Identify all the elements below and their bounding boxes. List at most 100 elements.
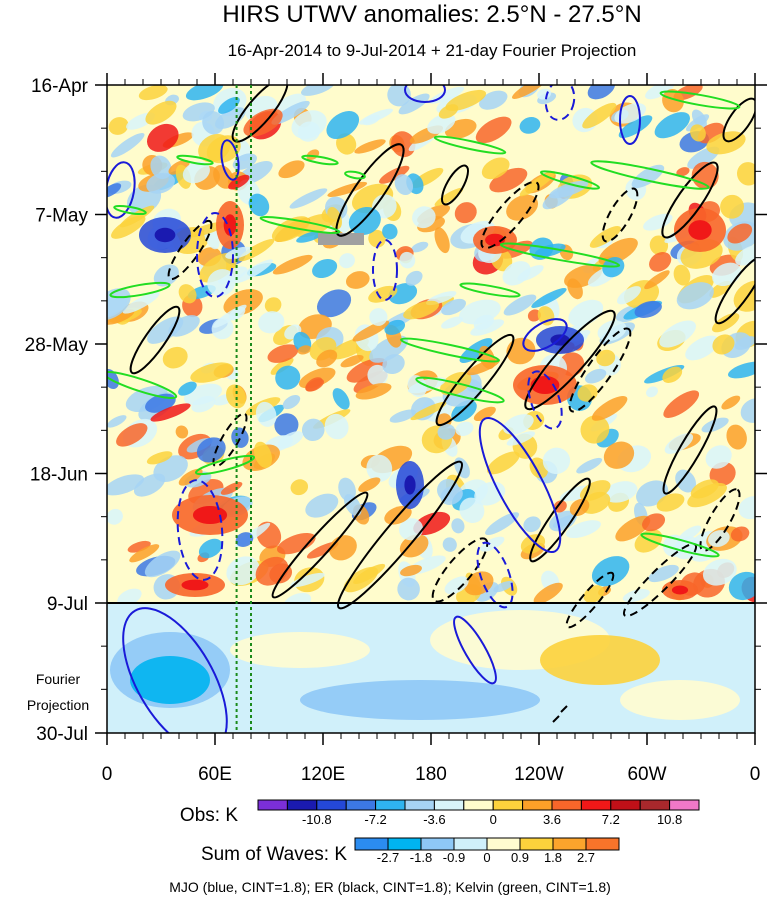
kelvin-contour xyxy=(433,135,507,155)
anomaly-patch xyxy=(324,413,349,440)
kelvin-contour xyxy=(540,170,600,190)
kelvin-contour xyxy=(344,170,366,180)
er-contour xyxy=(714,255,755,325)
anomaly-patch xyxy=(290,479,309,496)
anomaly-patch xyxy=(676,282,714,310)
anomaly-patch xyxy=(384,319,406,335)
anomaly-patch xyxy=(506,194,539,221)
missing-data-patch xyxy=(318,233,364,245)
colorbar-box xyxy=(257,799,288,811)
anomaly-patch xyxy=(531,288,567,308)
anomaly-patch xyxy=(644,270,670,290)
anomaly-patch xyxy=(615,515,651,542)
anomaly-patch xyxy=(480,536,505,552)
projection-label-line-1: Fourier xyxy=(36,671,81,687)
anomaly-patch xyxy=(553,500,567,513)
anomaly-patch xyxy=(199,252,238,283)
plot-area xyxy=(107,85,755,733)
chart-subtitle: 16-Apr-2014 to 9-Jul-2014 + 21-day Fouri… xyxy=(228,41,637,60)
anomaly-patch xyxy=(534,243,566,258)
anomaly-patch xyxy=(275,365,301,390)
anomaly-patch xyxy=(368,229,386,248)
anomaly-patch xyxy=(343,494,362,517)
anomaly-patch xyxy=(738,496,755,520)
anomaly-patch xyxy=(441,316,464,329)
colorbar-box xyxy=(669,799,700,811)
anomaly-patch xyxy=(346,358,388,383)
colorbar-box xyxy=(404,799,435,811)
x-tick-label: 120W xyxy=(514,764,564,785)
anomaly-patch xyxy=(451,518,465,534)
anomaly-patch xyxy=(410,401,447,421)
anomaly-patch xyxy=(278,160,305,179)
anomaly-patch xyxy=(675,469,697,493)
anomaly-patch xyxy=(646,386,658,398)
anomaly-patch xyxy=(110,132,145,158)
anomaly-patch xyxy=(289,188,328,209)
x-tick-label: 120E xyxy=(301,764,345,785)
anomaly-patch xyxy=(238,239,275,262)
anomaly-patch xyxy=(503,294,537,316)
anomaly-patch xyxy=(585,368,607,384)
y-tick-label: 7-May xyxy=(35,206,88,227)
kelvin-contour xyxy=(459,282,521,298)
anomaly-patch xyxy=(441,298,466,316)
kelvin-contour xyxy=(499,242,621,268)
colorbar-tick-label: 0 xyxy=(490,812,497,827)
anomaly-patch xyxy=(182,161,210,184)
x-axis: 0 60E 120E 180 120W 60W 0 xyxy=(102,73,760,785)
anomaly-patch xyxy=(438,104,459,119)
kelvin-contour xyxy=(301,154,339,166)
colorbar-tick-label: 2.7 xyxy=(577,850,595,865)
colorbar-tick-label: -7.2 xyxy=(364,812,386,827)
kelvin-contour xyxy=(415,376,505,404)
anomaly-patch xyxy=(641,513,666,532)
kelvin-contour xyxy=(640,532,720,558)
colorbar-tick-label: -10.8 xyxy=(302,812,332,827)
anomaly-patch xyxy=(267,344,299,363)
anomaly-patch xyxy=(248,193,270,217)
kelvin-contour xyxy=(107,370,178,400)
anomaly-patch xyxy=(565,520,601,539)
anomaly-patch xyxy=(243,108,283,137)
colorbar-tick-label: 3.6 xyxy=(543,812,561,827)
anomaly-patch xyxy=(272,254,313,275)
x-tick-label: 180 xyxy=(415,764,447,785)
anomaly-patch xyxy=(721,395,741,410)
anomaly-patch xyxy=(178,381,197,396)
anomaly-patch xyxy=(634,300,662,318)
anomaly-patch xyxy=(485,512,520,536)
chart-title: HIRS UTWV anomalies: 2.5°N - 27.5°N xyxy=(222,1,641,28)
anomaly-patch xyxy=(437,423,456,440)
projection-patch xyxy=(620,680,740,720)
anomaly-patch xyxy=(305,377,323,392)
y-bottom-label: 30-Jul xyxy=(36,724,88,745)
anomaly-patch xyxy=(107,183,122,198)
x-tick-label: 60W xyxy=(627,764,666,785)
anomaly-patch xyxy=(523,516,541,533)
anomaly-patch xyxy=(290,572,325,588)
anomaly-core xyxy=(223,214,237,236)
anomaly-patch xyxy=(727,361,755,379)
anomaly-patch xyxy=(111,215,146,239)
anomaly-patch xyxy=(190,362,233,383)
anomaly-core xyxy=(688,220,712,240)
colorbar-box xyxy=(519,837,554,851)
projection-label-line-2: Projection xyxy=(27,697,89,713)
mjo-contour xyxy=(476,541,514,609)
anomaly-patch xyxy=(397,577,420,601)
anomaly-patch xyxy=(399,534,429,558)
colorbar-tick-label: 1.8 xyxy=(544,850,562,865)
anomaly-patch xyxy=(728,571,755,601)
anomaly-patch xyxy=(656,493,685,512)
waves-colorbar-label: Sum of Waves: K xyxy=(201,844,347,865)
kelvin-contour xyxy=(176,154,214,166)
anomaly-patch xyxy=(659,320,696,348)
anomaly-patch xyxy=(147,123,179,152)
anomaly-patch xyxy=(144,550,181,578)
anomaly-patch xyxy=(162,346,188,369)
anomaly-patch xyxy=(690,479,719,499)
er-contour xyxy=(337,460,463,610)
er-contour xyxy=(480,180,540,250)
y-tick-label: 16-Apr xyxy=(31,76,89,97)
